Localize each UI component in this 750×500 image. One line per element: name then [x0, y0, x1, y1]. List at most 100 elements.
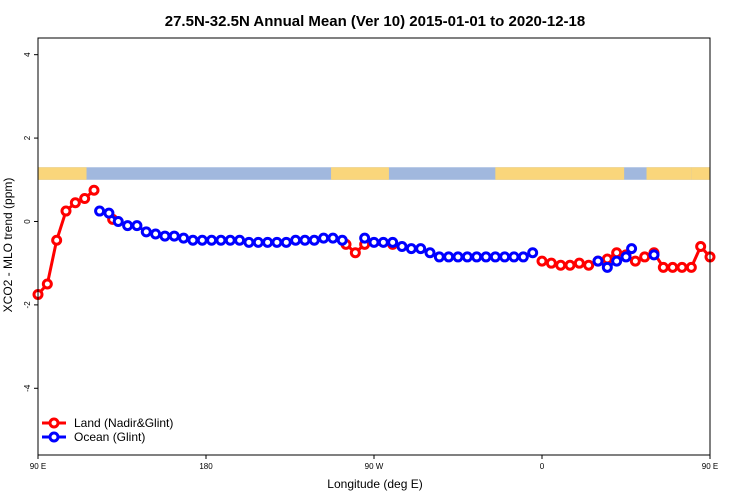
series-1-point-0-11 [196, 234, 208, 246]
series-1-point-1-3 [387, 236, 399, 248]
y-axis-label: XCO2 - MLO trend (ppm) [1, 178, 15, 313]
y-axis: -4 -2 0 2 4 [23, 52, 38, 392]
series-1-point-1-6 [415, 243, 427, 255]
series-1-point-0-21 [290, 234, 302, 246]
series-1-point-0-15 [234, 234, 246, 246]
series-0-point-0-4 [69, 197, 81, 209]
series-1-point-1-17 [517, 251, 529, 263]
series-0-point-3-13 [657, 261, 669, 273]
chart-title: 27.5N-32.5N Annual Mean (Ver 10) 2015-01… [165, 13, 585, 30]
strip-land-1 [331, 167, 389, 180]
series-1-point-0-3 [122, 220, 134, 232]
strip-land-4 [691, 167, 710, 180]
series-layer [32, 184, 716, 300]
strip-land-2 [495, 167, 625, 180]
series-0-point-3-17 [695, 241, 707, 252]
series-1-point-1-18 [527, 247, 539, 259]
series-0-point-3-1 [545, 257, 557, 269]
series-1-point-3-0 [648, 249, 660, 261]
series-0-point-3-3 [564, 259, 576, 271]
legend: Land (Nadir&Glint) Ocean (Glint) [42, 416, 173, 444]
series-0-point-3-10 [629, 255, 641, 267]
strip-land-0 [38, 167, 87, 180]
series-1-point-0-5 [140, 226, 152, 238]
series-1-point-1-2 [377, 236, 389, 248]
series-0-point-0-3 [60, 205, 72, 217]
x-tick-label-0: 90 E [30, 462, 46, 471]
series-1-point-0-17 [252, 236, 264, 248]
legend-land-label: Land (Nadir&Glint) [74, 416, 173, 430]
x-tick-label-1: 180 [199, 462, 213, 471]
series-1-point-2-4 [626, 243, 638, 255]
series-1-point-0-20 [280, 236, 292, 248]
series-1-point-1-12 [471, 251, 483, 263]
series-1-point-0-18 [262, 236, 274, 248]
series-1-point-1-15 [499, 251, 511, 263]
series-1-point-1-13 [480, 251, 492, 263]
series-1-point-1-10 [452, 251, 464, 263]
series-1-point-1-11 [461, 251, 473, 263]
series-1-point-1-5 [405, 243, 417, 255]
series-1-point-0-26 [336, 234, 348, 246]
series-0-point-2-1 [349, 247, 361, 259]
x-axis: 90 E 180 90 W 0 90 E [30, 455, 718, 471]
series-1-point-0-19 [271, 236, 283, 248]
x-tick-label-2: 90 W [365, 462, 384, 471]
series-0-point-3-11 [639, 251, 651, 263]
series-0-point-3-0 [536, 255, 548, 267]
series-1-point-1-7 [424, 247, 436, 259]
series-1-point-1-14 [489, 251, 501, 263]
series-1-point-0-23 [308, 234, 320, 246]
series-0-point-3-14 [667, 261, 679, 273]
series-1-point-0-22 [299, 234, 311, 246]
series-1-point-0-2 [112, 215, 124, 227]
series-1-point-0-7 [159, 230, 171, 242]
series-1-point-1-0 [359, 232, 371, 244]
series-0-point-3-2 [555, 259, 567, 271]
y-tick-label-1: -2 [23, 301, 32, 309]
legend-land-marker [48, 417, 60, 429]
y-tick-label-0: -4 [23, 384, 32, 392]
series-1-point-0-13 [215, 234, 227, 246]
x-tick-label-3: 0 [540, 462, 545, 471]
series-1-point-0-0 [94, 205, 106, 217]
series-1-point-1-4 [396, 241, 408, 252]
series-1-point-2-0 [592, 255, 604, 267]
series-0-point-3-8 [611, 247, 623, 259]
series-1-point-0-10 [187, 234, 199, 246]
series-1-point-1-1 [368, 236, 380, 248]
series-1-point-1-9 [443, 251, 455, 263]
series-1-point-0-25 [327, 232, 339, 244]
series-1-point-1-8 [433, 251, 445, 263]
series-1-point-0-12 [206, 234, 218, 246]
series-1-point-0-9 [178, 232, 190, 244]
series-0-point-3-7 [601, 253, 613, 265]
series-0-point-3-4 [573, 257, 585, 269]
series-1-point-2-2 [611, 255, 623, 267]
legend-ocean-marker [48, 431, 60, 443]
y-tick-label-3: 2 [23, 135, 32, 140]
land-ocean-strip [38, 167, 710, 180]
series-0-point-3-16 [685, 261, 697, 273]
series-1-point-0-16 [243, 236, 255, 248]
series-1-point-0-6 [150, 228, 162, 240]
series-0-point-0-6 [88, 184, 100, 196]
strip-land-3 [646, 167, 692, 180]
series-0-point-3-15 [676, 261, 688, 273]
series-0-point-3-5 [583, 259, 595, 271]
series-1-point-0-1 [103, 207, 115, 219]
series-1-point-0-14 [224, 234, 236, 246]
series-0-point-0-5 [79, 193, 91, 205]
series-0-point-0-2 [51, 234, 63, 246]
series-1-point-1-16 [508, 251, 520, 263]
y-tick-label-4: 4 [23, 52, 32, 57]
series-1-point-0-4 [131, 220, 143, 232]
series-1-point-0-8 [168, 230, 180, 242]
series-1-point-2-1 [601, 261, 613, 273]
legend-ocean-label: Ocean (Glint) [74, 430, 145, 444]
series-0-point-0-1 [41, 278, 53, 290]
series-1-point-0-24 [318, 232, 330, 244]
series-1 [94, 205, 660, 273]
